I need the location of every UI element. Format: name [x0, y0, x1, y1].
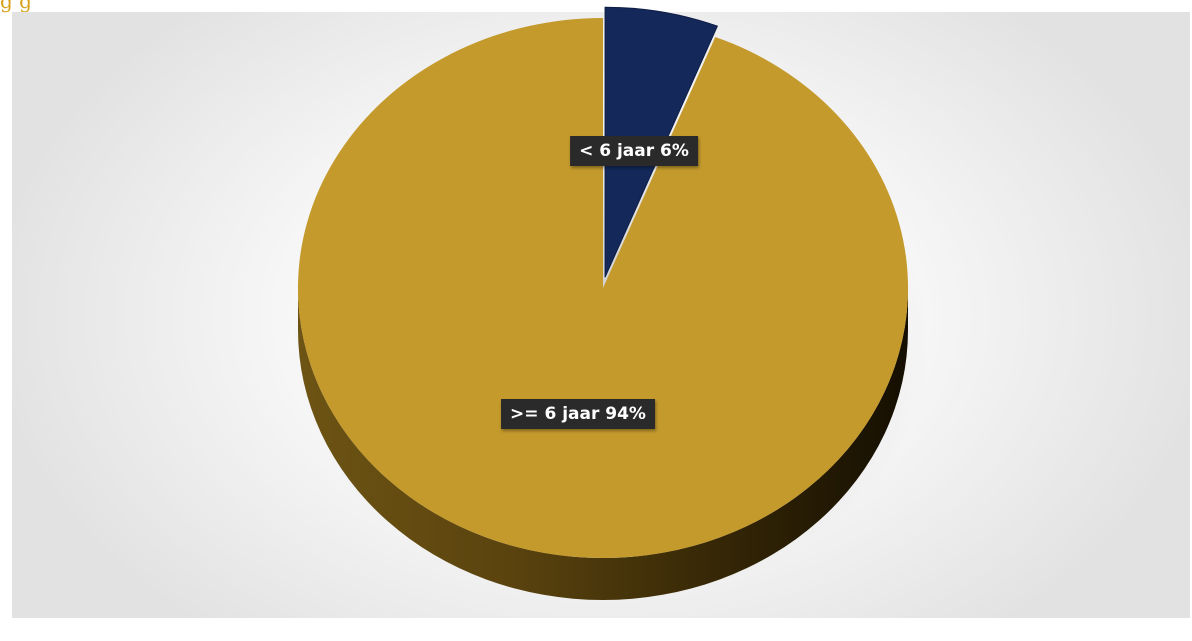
pie-slice-over-6-side [298, 288, 908, 600]
data-label-under-6: < 6 jaar 6% [570, 136, 698, 166]
data-label-over-6: >= 6 jaar 94% [501, 399, 655, 429]
pie-slice-over-6 [298, 17, 909, 558]
top-caption-strip: g g [0, 0, 1192, 14]
top-caption-fragment: g g [0, 0, 32, 13]
